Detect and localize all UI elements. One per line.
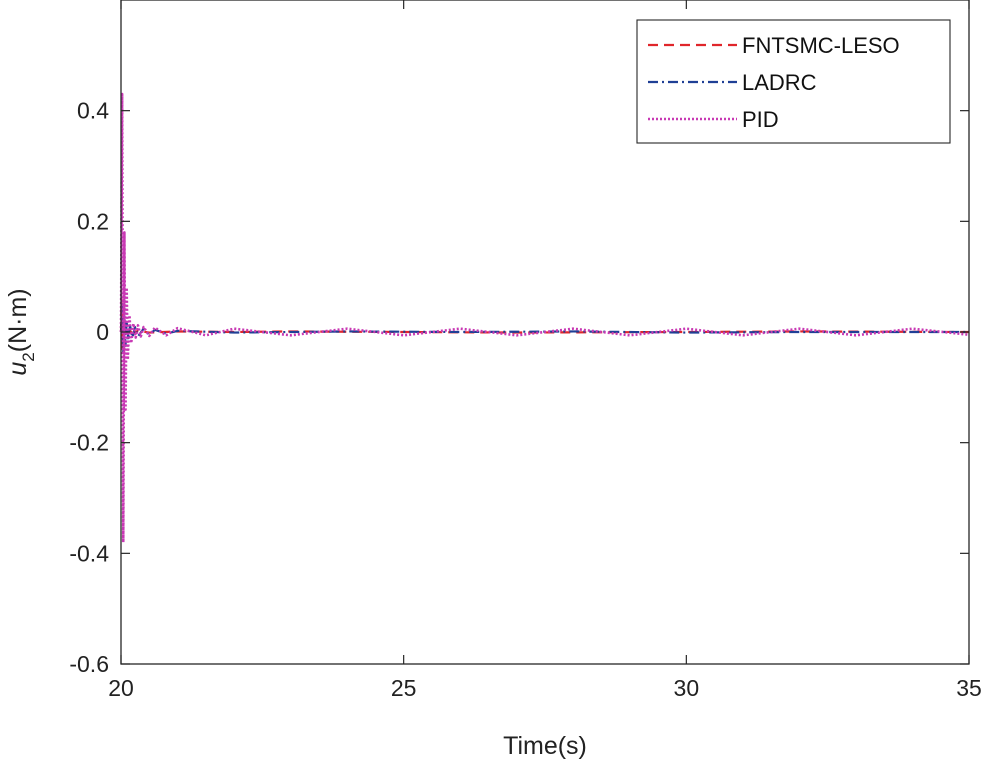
series-line-2 xyxy=(119,92,970,544)
y-axis-label-unit: (N·m) xyxy=(4,288,32,352)
y-tick-label-1: -0.4 xyxy=(69,540,109,566)
legend-label-0: FNTSMC-LESO xyxy=(742,33,900,58)
y-tick-label-4: 0.2 xyxy=(77,208,109,234)
y-tick-label-5: 0.4 xyxy=(77,98,109,124)
legend: FNTSMC-LESO LADRC PID xyxy=(636,19,951,144)
y-axis-label-symbol: u xyxy=(4,362,32,376)
x-tick-label-3: 35 xyxy=(956,675,982,701)
x-tick-label-2: 30 xyxy=(674,675,700,701)
legend-entries: FNTSMC-LESO LADRC PID xyxy=(648,33,900,132)
x-axis-label: Time(s) xyxy=(503,732,587,760)
y-tick-label-3: 0 xyxy=(96,319,109,345)
ticks-layer: 20 25 30 35 -0.6 -0.4 -0.2 0 0.2 0.4 xyxy=(69,0,982,701)
x-tick-label-1: 25 xyxy=(391,675,417,701)
y-tick-label-2: -0.2 xyxy=(69,430,109,456)
series-layer xyxy=(119,92,970,544)
x-tick-label-0: 20 xyxy=(108,675,134,701)
y-axis-label: u2(N·m) xyxy=(4,288,38,375)
y-axis-label-subscript: 2 xyxy=(19,352,38,361)
legend-label-2: PID xyxy=(742,107,779,132)
legend-label-1: LADRC xyxy=(742,70,817,95)
y-tick-label-0: -0.6 xyxy=(69,651,109,677)
